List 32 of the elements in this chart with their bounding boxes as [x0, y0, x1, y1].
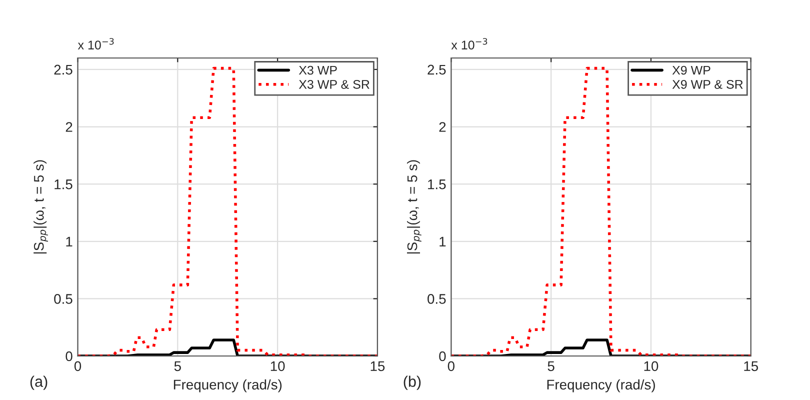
- y-tick-label: 2.5: [54, 64, 72, 75]
- text: (b): [404, 376, 421, 390]
- x-tick-label: 10: [270, 361, 285, 372]
- y-tick-label: 1.5: [428, 180, 446, 190]
- y-tick-label: 2: [66, 122, 72, 132]
- legend-label: X3 WP & SR: [298, 80, 370, 89]
- y-tick-label: 0: [66, 351, 72, 362]
- x-tick-label: 15: [744, 361, 758, 372]
- y-tick-label: 1.5: [54, 180, 72, 190]
- x-axis-title: Frequency (rad/s): [174, 379, 282, 392]
- legend-label: X9 WP: [672, 66, 710, 75]
- x-tick-label: 0: [74, 361, 82, 372]
- x-axis-title: Frequency (rad/s): [547, 379, 655, 392]
- y-tick-label: 1: [66, 236, 72, 246]
- y-axis-title: |S$_{pp}$|(ω, t = 5 s): [34, 160, 48, 254]
- y-tick-label: 0.5: [54, 294, 72, 304]
- y-tick-label: 0.5: [428, 294, 446, 304]
- x-tick-label: 5: [548, 361, 554, 372]
- x-tick-label: 10: [644, 361, 658, 372]
- y-axis-title: |S$_{pp}$|(ω, t = 5 s): [407, 160, 422, 254]
- x-tick-label: 15: [370, 361, 385, 372]
- y-tick-label: 0: [439, 351, 446, 362]
- y-tick-label: 2: [439, 122, 446, 132]
- y-tick-label: 2.5: [428, 64, 446, 75]
- text: x 10$^{−3}$: [451, 38, 488, 50]
- text: (a): [30, 376, 48, 390]
- legend-label: X3 WP: [298, 66, 337, 75]
- legend-label: X9 WP & SR: [672, 80, 743, 89]
- text: x 10$^{−3}$: [78, 38, 114, 50]
- x-tick-label: 0: [448, 361, 454, 372]
- y-tick-label: 1: [440, 236, 446, 246]
- x-tick-label: 5: [174, 361, 181, 372]
